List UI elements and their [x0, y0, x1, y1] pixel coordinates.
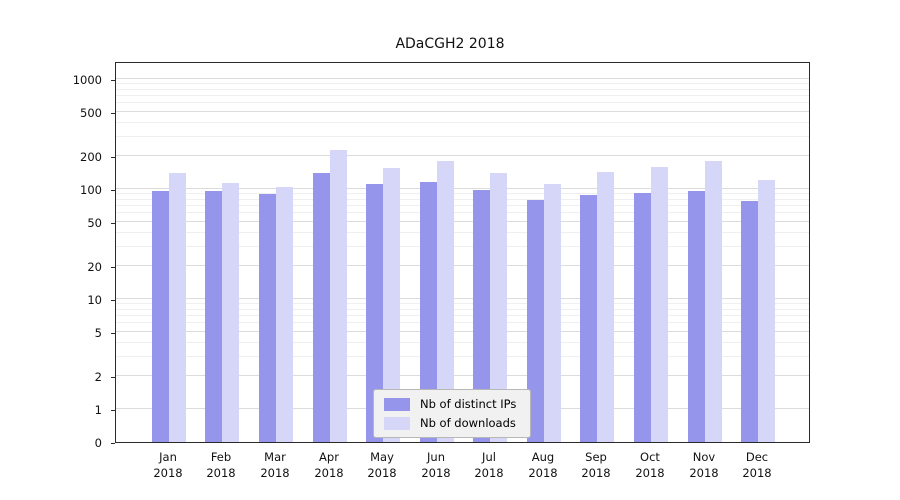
gridline — [116, 356, 809, 357]
x-tick-label: Dec 2018 — [742, 450, 772, 480]
gridline — [116, 78, 809, 79]
gridline — [116, 89, 809, 90]
y-tick-label: 200 — [80, 150, 102, 164]
gridline — [116, 331, 809, 332]
y-tick-label: 2 — [94, 370, 102, 384]
gridline — [116, 375, 809, 376]
y-tick-mark — [111, 333, 115, 334]
bar-distinct-ips — [259, 194, 276, 442]
gridline — [116, 122, 809, 123]
y-tick-mark — [111, 157, 115, 158]
y-tick-label: 20 — [87, 260, 102, 274]
x-tick-label: Mar 2018 — [260, 450, 290, 480]
bar-distinct-ips — [527, 200, 544, 442]
legend-label-ips: Nb of distinct IPs — [420, 397, 517, 411]
bar-distinct-ips — [473, 190, 490, 442]
gridline — [116, 212, 809, 213]
gridline — [116, 193, 809, 194]
plot-area: Nb of distinct IPs Nb of downloads — [115, 62, 810, 443]
x-tick-label: Sep 2018 — [581, 450, 611, 480]
gridline — [116, 111, 809, 112]
y-tick-label: 50 — [87, 216, 102, 230]
bar-downloads — [651, 167, 668, 442]
bar-downloads — [330, 150, 347, 442]
x-tick-label: Aug 2018 — [528, 450, 558, 480]
gridline — [116, 303, 809, 304]
y-tick-mark — [111, 113, 115, 114]
bar-distinct-ips — [741, 201, 758, 442]
bar-distinct-ips — [205, 191, 222, 442]
gridline — [116, 155, 809, 156]
y-tick-mark — [111, 223, 115, 224]
x-tick-label: May 2018 — [367, 450, 397, 480]
bar-distinct-ips — [420, 182, 437, 442]
bar-downloads — [437, 161, 454, 442]
gridline — [116, 205, 809, 206]
gridline — [116, 322, 809, 323]
bar-distinct-ips — [313, 173, 330, 442]
x-tick-label: Feb 2018 — [206, 450, 236, 480]
gridline — [116, 298, 809, 299]
legend-row-ips: Nb of distinct IPs — [384, 397, 516, 411]
bar-distinct-ips — [634, 193, 651, 442]
y-tick-label: 0 — [94, 436, 102, 450]
y-tick-mark — [111, 377, 115, 378]
gridline — [116, 188, 809, 189]
bar-downloads — [222, 183, 239, 442]
y-tick-label: 5 — [94, 326, 102, 340]
y-tick-mark — [111, 267, 115, 268]
bar-downloads — [597, 172, 614, 442]
x-tick-label: Jun 2018 — [421, 450, 451, 480]
y-tick-label: 500 — [80, 106, 102, 120]
gridline — [116, 83, 809, 84]
bar-downloads — [490, 173, 507, 442]
y-tick-mark — [111, 80, 115, 81]
gridline — [116, 246, 809, 247]
gridline — [116, 309, 809, 310]
bar-distinct-ips — [580, 195, 597, 442]
legend-swatch-downloads — [384, 416, 410, 430]
y-tick-mark — [111, 300, 115, 301]
y-tick-mark — [111, 443, 115, 444]
bar-distinct-ips — [366, 184, 383, 442]
gridline — [116, 265, 809, 266]
bar-distinct-ips — [688, 191, 705, 442]
y-tick-mark — [111, 190, 115, 191]
bar-downloads — [276, 187, 293, 442]
chart-title: ADaCGH2 2018 — [395, 36, 505, 52]
gridline — [116, 136, 809, 137]
x-tick-label: Nov 2018 — [689, 450, 719, 480]
y-tick-mark — [111, 410, 115, 411]
legend-swatch-ips — [384, 397, 410, 411]
y-tick-label: 100 — [80, 183, 102, 197]
legend-row-downloads: Nb of downloads — [384, 416, 516, 430]
bar-downloads — [544, 184, 561, 442]
y-tick-label: 1000 — [72, 73, 102, 87]
gridline — [116, 221, 809, 222]
gridline — [116, 102, 809, 103]
bar-downloads — [705, 161, 722, 442]
gridline — [116, 232, 809, 233]
y-tick-label: 1 — [94, 403, 102, 417]
gridline — [116, 95, 809, 96]
bar-downloads — [383, 168, 400, 442]
x-tick-label: Jul 2018 — [474, 450, 504, 480]
bar-distinct-ips — [152, 191, 169, 442]
y-tick-label: 10 — [87, 293, 102, 307]
gridline — [116, 342, 809, 343]
gridline — [116, 315, 809, 316]
x-tick-label: Jan 2018 — [153, 450, 183, 480]
bar-downloads — [758, 180, 775, 442]
x-tick-label: Apr 2018 — [314, 450, 344, 480]
legend-label-downloads: Nb of downloads — [420, 416, 516, 430]
x-tick-label: Oct 2018 — [635, 450, 665, 480]
gridline — [116, 199, 809, 200]
legend: Nb of distinct IPs Nb of downloads — [373, 389, 532, 438]
bar-downloads — [169, 173, 186, 442]
